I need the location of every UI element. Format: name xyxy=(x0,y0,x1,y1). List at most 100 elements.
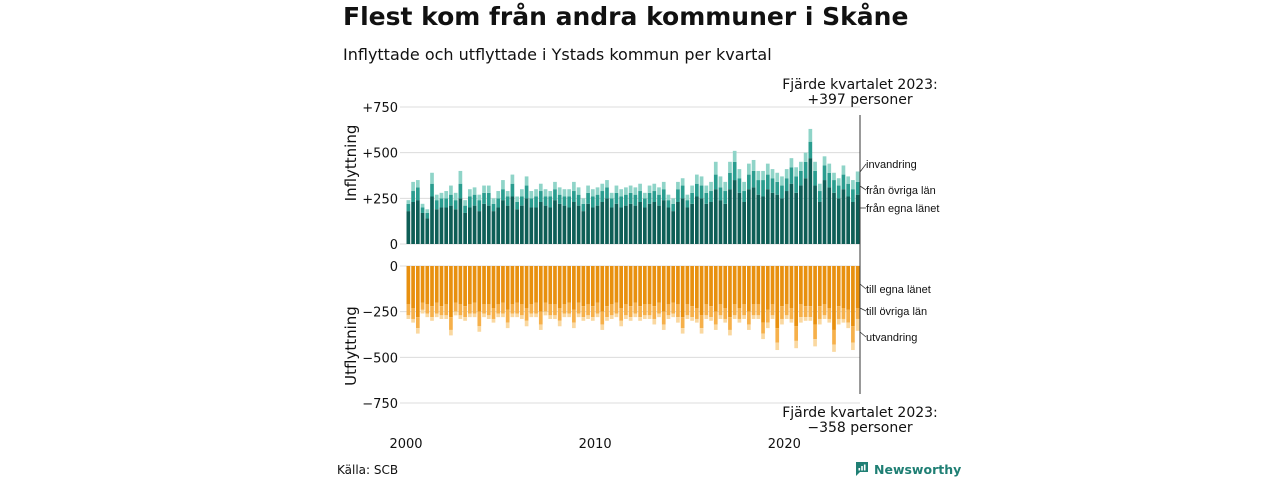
outflow-bar-segment xyxy=(595,313,600,318)
outflow-bar-segment xyxy=(439,266,444,307)
outflow-bar-segment xyxy=(534,302,538,314)
inflow-bar-segment xyxy=(529,198,534,208)
inflow-bar-segment xyxy=(491,198,496,204)
outflow-bar-segment xyxy=(581,266,586,307)
inflow-bar-segment xyxy=(463,205,467,213)
inflow-bar-segment xyxy=(638,183,642,192)
inflow-bar-segment xyxy=(572,181,576,192)
inflow-bar-segment xyxy=(855,181,860,195)
outflow-bar-segment xyxy=(524,320,529,327)
outflow-bar-segment xyxy=(704,266,709,305)
x-tick-label: 2000 xyxy=(389,437,422,452)
inflow-bar-segment xyxy=(520,189,524,197)
outflow-bar-segment xyxy=(841,266,846,309)
outflow-bar-segment xyxy=(534,266,538,303)
inflow-bar-segment xyxy=(510,183,515,197)
inflow-bar-segment xyxy=(548,196,553,208)
outflow-bar-segment xyxy=(524,308,529,321)
inflow-bar-segment xyxy=(415,180,420,188)
outflow-bar-segment xyxy=(732,266,737,305)
inflow-bar-segment xyxy=(472,205,477,244)
inflow-bar-segment xyxy=(576,205,581,244)
outflow-bar-segment xyxy=(808,266,813,307)
outflow-bar-segment xyxy=(756,304,761,316)
outflow-bar-segment xyxy=(628,317,633,321)
outflow-bar-segment xyxy=(822,315,827,319)
inflow-bar-segment xyxy=(534,189,538,197)
outflow-bar-segment xyxy=(642,315,647,319)
inflow-bar-segment xyxy=(562,196,567,206)
outflow-bar-segment xyxy=(713,324,718,330)
outflow-bar-segment xyxy=(529,313,534,318)
inflow-bar-segment xyxy=(567,189,571,197)
outflow-bar-segment xyxy=(638,317,642,321)
inflow-bar-segment xyxy=(501,180,505,190)
inflow-bar-segment xyxy=(666,207,671,244)
inflow-bar-segment xyxy=(472,194,477,206)
outflow-bar-segment xyxy=(520,304,524,316)
outflow-bar-segment xyxy=(695,308,699,319)
outflow-bar-segment xyxy=(718,315,723,319)
outflow-bar-segment xyxy=(605,306,609,318)
outflow-bar-segment xyxy=(477,266,482,312)
outflow-bar-segment xyxy=(406,266,411,305)
inflow-bar-segment xyxy=(775,172,780,182)
inflow-bar-segment xyxy=(567,207,571,244)
outflow-bar-segment xyxy=(567,302,571,314)
outflow-bar-segment xyxy=(576,313,581,318)
inflow-bar-segment xyxy=(581,203,586,212)
outflow-bar-segment xyxy=(737,318,742,323)
inflow-bar-segment xyxy=(463,200,467,206)
outflow-bar-segment xyxy=(732,315,737,319)
outflow-bar-segment xyxy=(415,266,420,318)
inflow-bar-segment xyxy=(534,207,538,244)
outflow-bar-segment xyxy=(713,311,718,325)
inflow-bar-segment xyxy=(836,178,841,186)
inflow-bar-segment xyxy=(515,201,519,210)
outflow-bar-segment xyxy=(666,266,671,305)
outflow-bar-segment xyxy=(425,304,430,314)
outflow-bar-segment xyxy=(642,266,647,305)
outflow-bar-segment xyxy=(661,266,666,312)
inflow-bar-segment xyxy=(789,183,794,244)
outflow-bar-segment xyxy=(642,304,647,316)
outflow-bar-segment xyxy=(515,313,519,318)
inflow-bar-segment xyxy=(666,200,671,208)
outflow-bar-segment xyxy=(765,266,770,310)
chart-subtitle: Inflyttade och utflyttade i Ystads kommu… xyxy=(343,45,772,64)
outflow-bar-segment xyxy=(586,315,590,319)
inflow-bar-segment xyxy=(624,205,628,244)
outflow-bar-segment xyxy=(590,317,595,321)
outflow-bar-segment xyxy=(572,322,576,329)
inflow-bar-segment xyxy=(553,181,557,190)
outflow-bar-segment xyxy=(562,313,567,318)
outflow-bar-segment xyxy=(799,266,803,305)
outflow-bar-segment xyxy=(520,266,524,305)
inflow-bar-segment xyxy=(751,170,756,188)
inflow-bar-segment xyxy=(477,200,482,212)
inflow-bar-segment xyxy=(477,211,482,244)
outflow-bar-segment xyxy=(661,324,666,330)
outflow-bar-segment xyxy=(624,266,628,305)
outflow-bar-segment xyxy=(704,315,709,319)
outflow-bar-segment xyxy=(784,266,789,305)
outflow-bar-segment xyxy=(676,317,680,323)
outflow-bar-segment xyxy=(690,306,694,318)
inflow-bar-segment xyxy=(638,191,642,202)
outflow-bar-segment xyxy=(803,306,808,318)
inflow-bar-segment xyxy=(406,211,411,244)
outflow-bar-segment xyxy=(680,266,685,318)
outflow-bar-segment xyxy=(799,304,803,318)
outflow-bar-segment xyxy=(817,318,822,325)
inflow-bar-segment xyxy=(765,163,770,175)
inflow-bar-segment xyxy=(411,201,415,244)
inflow-bar-segment xyxy=(468,196,472,208)
outflow-bar-segment xyxy=(482,304,486,314)
outflow-bar-segment xyxy=(572,266,576,310)
series-end-label: invandring xyxy=(866,159,917,171)
outflow-y-tick-label: −500 xyxy=(362,351,398,366)
outflow-bar-segment xyxy=(633,266,638,303)
outflow-bar-segment xyxy=(813,339,817,347)
inflow-bar-segment xyxy=(846,196,851,244)
inflow-bar-segment xyxy=(449,205,453,244)
